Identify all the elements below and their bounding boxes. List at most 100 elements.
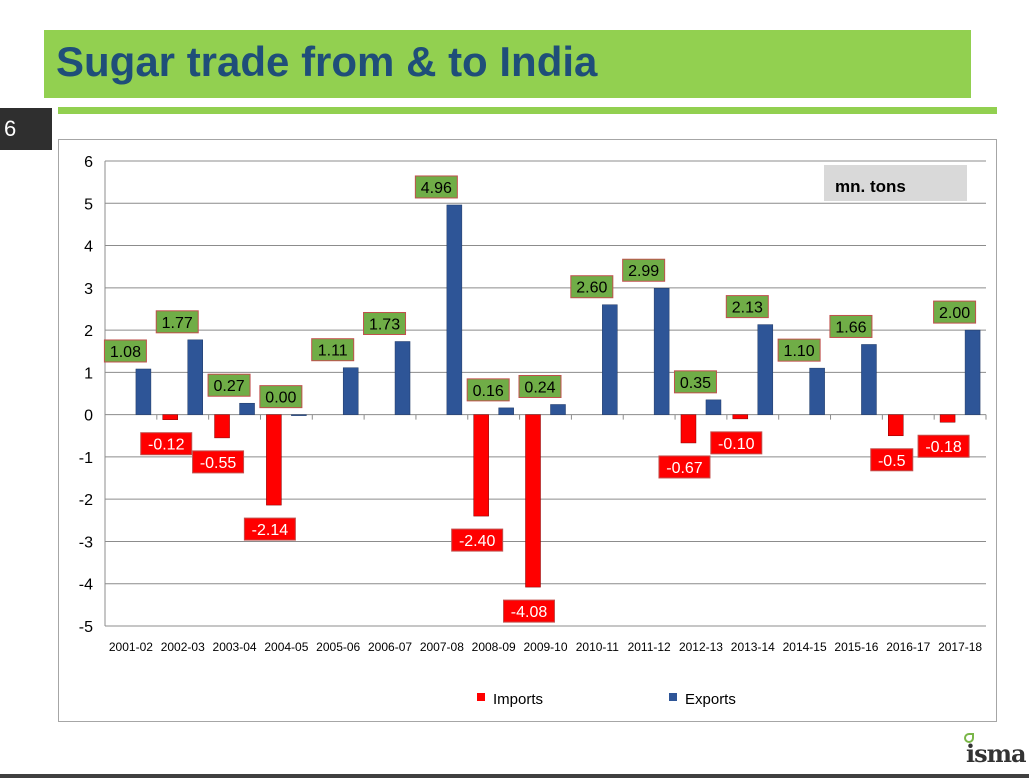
exports-bar: [757, 324, 774, 415]
imports-bar: [939, 414, 956, 423]
imports-bar: [266, 414, 282, 506]
exports-data-label: 1.08: [110, 344, 141, 361]
x-tick-label: 2016-17: [886, 640, 930, 654]
imports-data-label-bg: [192, 450, 245, 474]
y-tick-label: -5: [79, 619, 93, 636]
exports-bar: [809, 367, 825, 415]
imports-data-label: -0.5: [878, 453, 906, 470]
y-tick-label: 4: [84, 239, 93, 256]
exports-bar: [602, 304, 618, 415]
x-tick-label: 2001-02: [109, 640, 153, 654]
exports-bar: [291, 414, 307, 416]
y-tick-label: -1: [79, 450, 93, 467]
x-tick-label: 2008-09: [472, 640, 516, 654]
x-tick-label: 2013-14: [731, 640, 775, 654]
exports-data-label-bg: [311, 338, 355, 362]
exports-data-label-bg: [725, 295, 769, 319]
exports-data-label: 0.00: [265, 390, 296, 407]
exports-data-label: 0.16: [473, 383, 504, 400]
y-tick-label: 1: [84, 365, 93, 382]
exports-data-label-bg: [259, 385, 303, 409]
exports-data-label-bg: [570, 275, 614, 299]
imports-data-label: -4.08: [511, 604, 548, 621]
unit-label: mn. tons: [835, 177, 906, 196]
x-tick-label: 2007-08: [420, 640, 464, 654]
imports-bar: [888, 414, 904, 437]
exports-bar: [394, 341, 411, 415]
y-tick-label: 5: [84, 196, 93, 213]
isma-leaf-icon: [964, 733, 974, 743]
exports-data-label-bg: [518, 374, 562, 398]
y-tick-label: 3: [84, 281, 93, 298]
imports-data-label: -2.40: [459, 533, 496, 550]
imports-data-label-bg: [917, 434, 970, 458]
exports-bar: [239, 402, 255, 415]
exports-data-label: 2.00: [939, 305, 970, 322]
imports-bar: [732, 414, 749, 420]
imports-bar: [214, 414, 230, 439]
exports-data-label: 0.35: [680, 375, 711, 392]
legend-imports-swatch: [477, 693, 485, 701]
imports-data-label: -0.18: [925, 439, 962, 456]
x-tick-label: 2002-03: [161, 640, 205, 654]
x-tick-label: 2004-05: [264, 640, 308, 654]
exports-data-label-bg: [466, 378, 510, 402]
exports-data-label-bg: [363, 312, 407, 336]
exports-data-label-bg: [933, 300, 977, 324]
exports-bar: [964, 329, 981, 415]
exports-data-label-bg: [673, 370, 717, 394]
exports-data-label-bg: [777, 338, 821, 362]
y-tick-label: -2: [79, 492, 93, 509]
imports-bar: [680, 414, 697, 444]
y-tick-label: 6: [84, 154, 93, 171]
legend-exports-swatch: [669, 693, 677, 701]
imports-bar: [162, 414, 178, 420]
y-tick-label: 2: [84, 323, 93, 340]
exports-data-label-bg: [622, 258, 666, 282]
exports-bar: [135, 368, 152, 415]
exports-data-label: 1.11: [318, 343, 348, 360]
y-tick-label: 0: [84, 408, 93, 425]
y-tick-label: -3: [79, 534, 93, 551]
x-tick-label: 2009-10: [523, 640, 567, 654]
logo-text: isma: [966, 739, 1027, 768]
title-banner: Sugar trade from & to India: [44, 30, 971, 98]
exports-data-label: 2.13: [732, 300, 763, 317]
exports-data-label-bg: [155, 310, 199, 334]
x-tick-label: 2010-11: [576, 640, 619, 654]
imports-bar: [525, 414, 541, 588]
imports-data-label-bg: [140, 432, 193, 456]
exports-data-label: 1.66: [835, 319, 866, 336]
exports-bar: [446, 204, 463, 415]
exports-data-label: 1.73: [369, 317, 400, 334]
imports-data-label: -0.67: [666, 460, 703, 477]
y-tick-label: -4: [79, 577, 93, 594]
x-tick-label: 2017-18: [938, 640, 982, 654]
exports-bar: [342, 367, 359, 415]
page-number: 6: [0, 108, 52, 150]
legend-imports-label: Imports: [493, 691, 543, 708]
exports-bar: [550, 404, 566, 415]
exports-data-label: 1.10: [784, 343, 815, 360]
imports-data-label: -0.12: [148, 437, 185, 454]
legend-exports-label: Exports: [685, 691, 736, 708]
isma-logo: isma: [958, 733, 1028, 775]
exports-data-label: 1.77: [162, 315, 193, 332]
x-tick-label: 2012-13: [679, 640, 723, 654]
exports-bar: [187, 339, 203, 415]
x-tick-label: 2005-06: [316, 640, 360, 654]
imports-data-label-bg: [658, 455, 711, 479]
imports-data-label-bg: [710, 431, 763, 455]
exports-data-label-bg: [414, 175, 458, 199]
slide-title: Sugar trade from & to India: [56, 38, 598, 85]
imports-data-label: -0.55: [200, 455, 237, 472]
exports-data-label-bg: [103, 339, 147, 363]
x-tick-label: 2014-15: [783, 640, 827, 654]
exports-bar: [705, 399, 722, 415]
exports-bar: [653, 287, 670, 415]
x-tick-label: 2015-16: [834, 640, 878, 654]
imports-data-label-bg: [503, 599, 555, 623]
x-tick-label: 2003-04: [213, 640, 257, 654]
bar-chart: 6 5 4 3 2 1 0 -1 -2 -3 -4 -5 mn. tons 2001-02 1.08 2002…: [79, 154, 987, 708]
x-tick-label: 2006-07: [368, 640, 412, 654]
